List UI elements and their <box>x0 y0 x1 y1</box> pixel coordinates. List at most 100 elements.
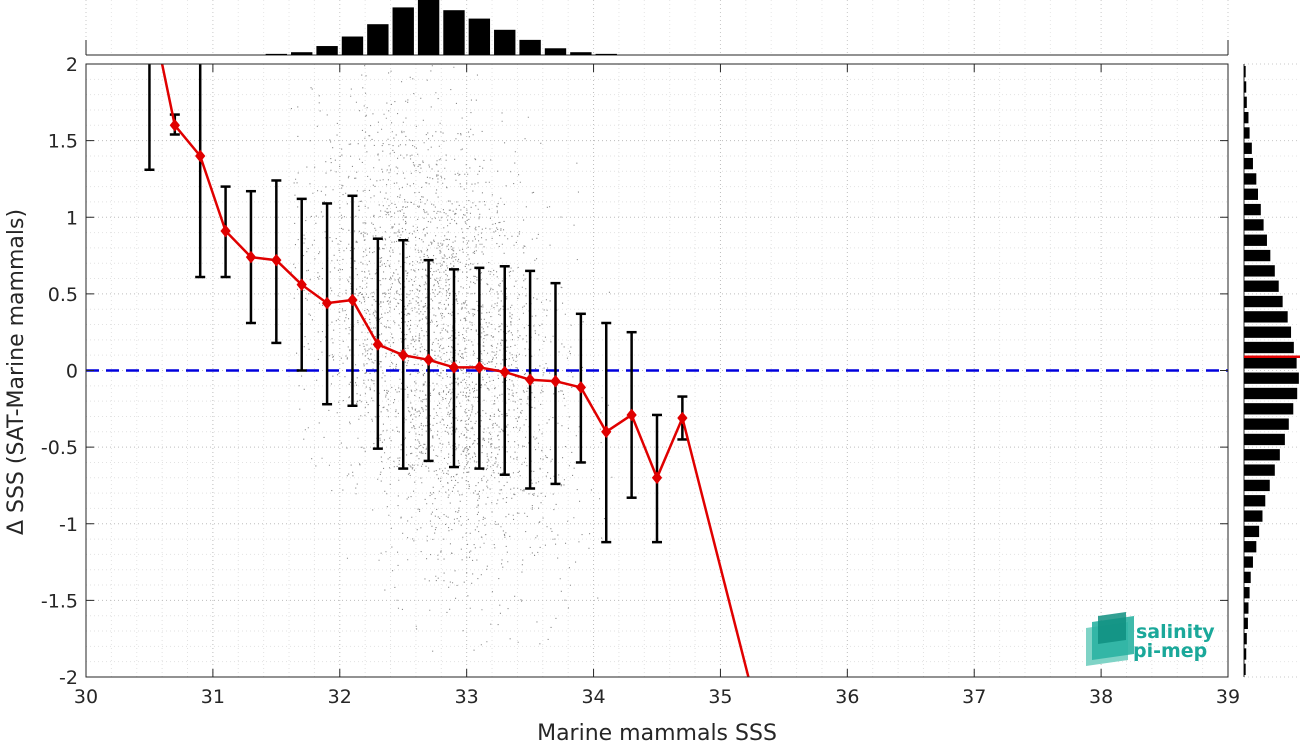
right-hist-bar <box>1244 173 1257 185</box>
y-tick-label: 1 <box>66 207 78 229</box>
mean-marker <box>474 361 485 374</box>
mean-marker <box>677 411 688 425</box>
right-hist-bar <box>1244 81 1247 93</box>
top-hist-bar <box>595 53 617 55</box>
mean-marker <box>398 348 409 362</box>
logo-mark-icon <box>1086 612 1134 666</box>
right-hist-bar <box>1244 541 1257 553</box>
right-hist-bar <box>1244 341 1294 354</box>
error-bar <box>195 64 206 279</box>
x-tick-label: 37 <box>962 686 986 708</box>
right-hist-bar <box>1244 479 1270 492</box>
right-hist-bar <box>1244 510 1263 522</box>
right-hist-bar <box>1244 556 1253 568</box>
mean-marker <box>601 425 612 439</box>
mean-marker <box>195 149 206 163</box>
y-tick-label: 2 <box>66 54 78 76</box>
right-hist-bar <box>1244 449 1280 461</box>
y-axis-label: Δ SSS (SAT-Marine mammals) <box>4 209 29 535</box>
mean-marker <box>296 278 307 291</box>
right-hist-bar <box>1244 326 1292 338</box>
mean-marker <box>626 408 637 422</box>
right-hist-bar <box>1244 249 1271 262</box>
right-hist-bar <box>1244 495 1266 507</box>
right-hist-bar <box>1244 372 1299 384</box>
right-hist-bar <box>1244 587 1250 599</box>
right-hist-bar <box>1244 663 1246 675</box>
top-hist-bar <box>291 52 313 55</box>
y-tick-label: 0 <box>66 361 78 383</box>
right-hist-bar <box>1244 142 1252 154</box>
top-hist-bar <box>367 24 389 55</box>
logo-line2: pi-mep <box>1133 640 1207 662</box>
right-hist-bar <box>1244 280 1279 292</box>
x-tick-label: 39 <box>1216 686 1240 708</box>
salinity-pi-mep-logo: salinity pi-mep <box>1086 612 1215 666</box>
right-hist-bar <box>1244 203 1261 216</box>
x-tick-label: 35 <box>708 686 732 708</box>
x-axis-label: Marine mammals SSS <box>537 721 777 742</box>
main-plot-area: 30 31 32 33 34 35 36 37 38 39 -2 -1.5 -1 -0.5 0 0.5 1 1.5… <box>41 54 1240 708</box>
mean-marker <box>651 471 663 485</box>
x-tick-label: 30 <box>74 686 98 708</box>
error-bar <box>144 64 155 171</box>
right-histogram <box>1243 63 1300 678</box>
x-tick-label: 36 <box>835 686 859 708</box>
right-hist-bar <box>1244 127 1250 139</box>
right-hist-bar <box>1244 311 1288 323</box>
top-hist-bar <box>494 29 516 55</box>
right-hist-bar <box>1244 418 1289 430</box>
y-tick-label: -1 <box>59 514 78 536</box>
mean-marker <box>423 353 434 367</box>
right-hist-bar <box>1244 111 1249 124</box>
right-hist-bar <box>1244 617 1248 630</box>
x-tick-label: 34 <box>581 686 605 708</box>
logo-line1: salinity <box>1136 621 1215 643</box>
scatter-points <box>290 65 613 652</box>
right-hist-bar <box>1244 219 1264 231</box>
top-hist-bar <box>570 52 592 55</box>
right-hist-bar <box>1244 96 1247 108</box>
right-hist-bar <box>1244 433 1285 446</box>
right-hist-bar <box>1244 648 1247 660</box>
top-histogram <box>85 0 1229 56</box>
top-hist-bar <box>519 39 541 55</box>
right-hist-bar <box>1244 602 1249 614</box>
x-tick-label: 31 <box>201 686 225 708</box>
mean-marker <box>220 224 231 238</box>
top-hist-bar <box>417 0 440 55</box>
right-hist-bar <box>1244 633 1247 645</box>
right-hist-bar <box>1244 265 1275 277</box>
mean-marker <box>372 338 383 351</box>
mean-marker <box>448 361 460 374</box>
y-tick-label: 1.5 <box>48 131 78 153</box>
mean-marker <box>575 381 587 394</box>
axis-ticks: 30 31 32 33 34 35 36 37 38 39 -2 -1.5 -1 -0.5 0 0.5 1 1.5… <box>41 54 1240 708</box>
right-hist-bar <box>1244 464 1275 476</box>
right-hist-bar <box>1244 387 1298 400</box>
scatter-cloud <box>290 65 613 652</box>
right-hist-bar <box>1244 525 1260 538</box>
top-hist-bar <box>392 7 414 55</box>
right-hist-bar <box>1244 234 1267 246</box>
right-hist-bar <box>1244 571 1251 584</box>
top-hist-bar <box>316 46 338 55</box>
mean-marker <box>271 253 282 267</box>
y-tick-label: -2 <box>59 667 78 689</box>
right-hist-bar <box>1244 157 1253 170</box>
right-hist-bar <box>1244 295 1283 308</box>
mean-marker <box>169 119 180 132</box>
mean-marker <box>321 296 333 310</box>
top-hist-bar <box>468 18 491 56</box>
top-hist-bar <box>544 48 567 55</box>
right-hist-bar <box>1244 403 1294 415</box>
x-tick-label: 33 <box>455 686 479 708</box>
x-tick-label: 38 <box>1089 686 1113 708</box>
top-hist-bar <box>265 53 288 55</box>
mean-marker <box>550 374 561 388</box>
mean-marker <box>524 373 536 386</box>
right-hist-bar <box>1244 66 1246 78</box>
y-tick-label: -1.5 <box>41 590 78 612</box>
top-hist-bar <box>443 10 465 55</box>
y-tick-label: 0.5 <box>48 284 78 306</box>
